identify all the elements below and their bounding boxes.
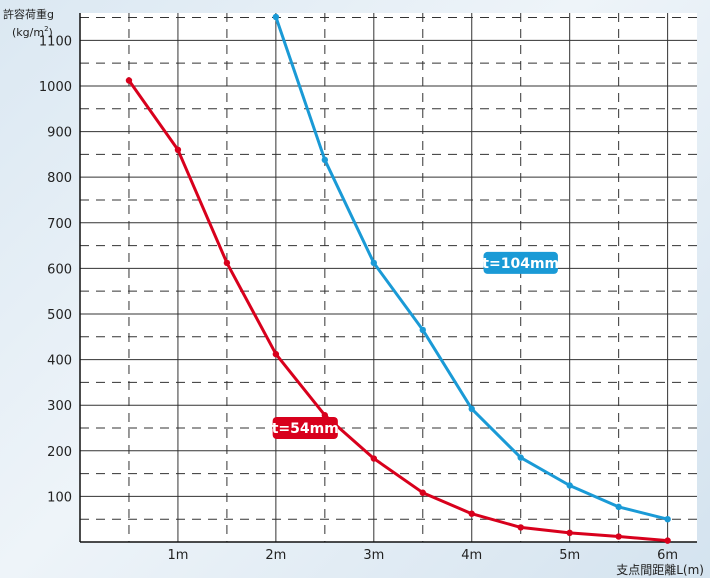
x-tick-label: 6m: [657, 548, 678, 563]
x-tick-label: 2m: [265, 548, 286, 563]
y-tick-label: 800: [47, 171, 72, 186]
data-point: [517, 524, 524, 531]
data-point: [566, 529, 573, 537]
data-point: [664, 515, 671, 523]
y-tick-label: 300: [47, 399, 72, 414]
data-point: [321, 156, 329, 164]
series-label-badge: [272, 416, 338, 439]
x-tick-labels: 1m 2m 3m 4m 5m 6m: [167, 548, 678, 563]
series-label: t=104mm: [482, 256, 559, 272]
grid: [80, 13, 697, 542]
series-1: t=54mm: [125, 77, 671, 544]
data-point: [321, 412, 329, 419]
y-tick-label: 500: [47, 308, 72, 323]
y-tick-label: 700: [47, 217, 72, 232]
data-point: [664, 537, 671, 544]
y-tick-label: 100: [47, 490, 72, 505]
series-label-badge: [483, 251, 558, 274]
data-point: [566, 482, 573, 489]
data-point: [419, 326, 426, 334]
data-point: [517, 454, 524, 461]
x-axis-title: 支点間距離L(m): [616, 563, 704, 577]
x-tick-label: 5m: [559, 548, 580, 563]
series-line: [127, 79, 668, 543]
axes: [79, 13, 697, 543]
data-point: [615, 503, 622, 511]
data-point: [272, 13, 280, 21]
y-axis-title: 許容荷重g: [3, 7, 54, 21]
data-point: [615, 533, 622, 540]
x-tick-label: 4m: [461, 548, 482, 563]
y-tick-label: 200: [47, 445, 72, 460]
y-tick-label: 400: [47, 354, 72, 369]
series-2: t=104mm: [272, 13, 671, 523]
data-point: [370, 259, 378, 267]
y-tick-label: 1000: [39, 80, 72, 95]
x-tick-label: 3m: [363, 548, 384, 563]
y-tick-label: 600: [47, 262, 72, 277]
data-point: [468, 510, 475, 517]
data-point: [370, 455, 378, 462]
data-point: [174, 146, 182, 154]
series-label: t=54mm: [272, 421, 339, 437]
y-axis-unit-main: (kg/m: [12, 26, 44, 39]
x-tick-label: 1m: [167, 548, 188, 563]
series: t=54mm t=104mm: [125, 13, 671, 544]
data-point: [223, 259, 231, 267]
y-axis-unit-close: ): [49, 26, 53, 39]
y-tick-label: 1100: [39, 34, 72, 49]
data-point: [468, 405, 475, 413]
y-axis-unit: (kg/m2): [12, 25, 53, 39]
data-point: [419, 489, 426, 496]
y-tick-labels: 100 200 300 400 500 600 700 800 900 1000 1100: [39, 34, 72, 505]
y-tick-label: 900: [47, 126, 72, 141]
y-axis-unit-sup: 2: [44, 25, 48, 33]
plot-area: [80, 13, 697, 542]
data-point: [125, 77, 133, 84]
data-point: [272, 350, 280, 358]
